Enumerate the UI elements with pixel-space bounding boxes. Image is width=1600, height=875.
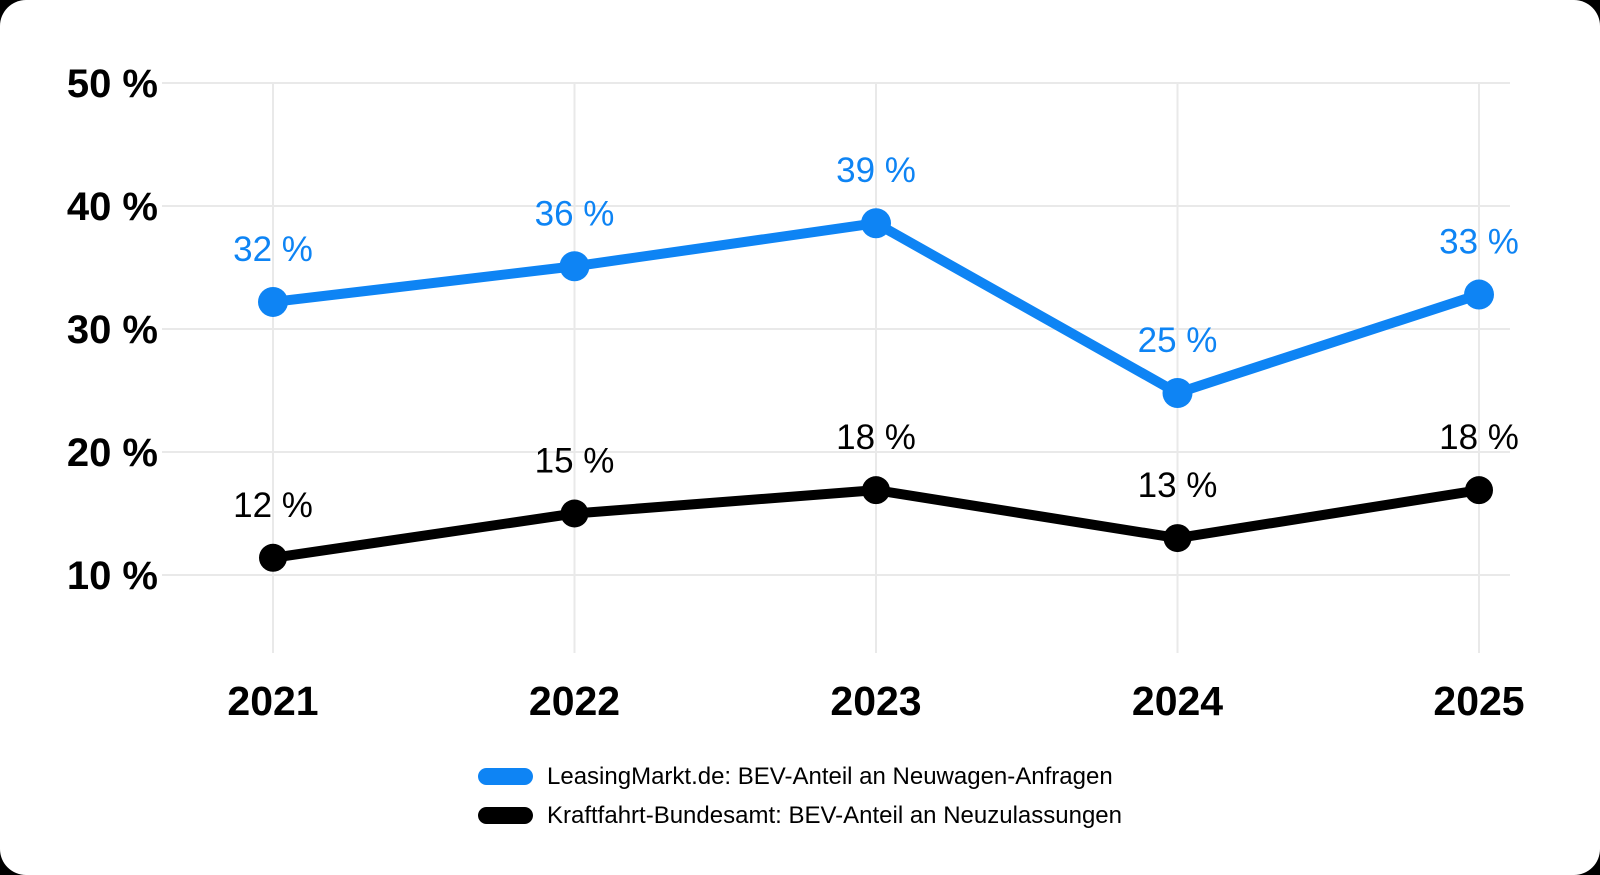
- data-point-label: 36 %: [535, 194, 615, 233]
- x-axis-label: 2025: [1433, 678, 1524, 724]
- x-axis-label: 2022: [529, 678, 620, 724]
- data-point: [1464, 279, 1494, 310]
- data-point: [259, 543, 287, 572]
- data-point-label: 39 %: [836, 151, 916, 190]
- legend-swatch: [478, 768, 533, 785]
- data-point-label: 32 %: [233, 230, 313, 269]
- y-axis-tick: 10 %: [67, 554, 158, 598]
- legend-label: Kraftfahrt-Bundesamt: BEV-Anteil an Neuz…: [547, 802, 1122, 829]
- data-point: [560, 499, 589, 528]
- legend-swatch: [478, 807, 533, 824]
- data-point: [1465, 476, 1493, 505]
- legend-item-0: LeasingMarkt.de: BEV-Anteil an Neuwagen-…: [478, 764, 1113, 789]
- y-axis-tick: 50 %: [67, 62, 158, 106]
- y-axis-tick: 40 %: [67, 185, 158, 229]
- data-point: [559, 251, 590, 282]
- legend-label: LeasingMarkt.de: BEV-Anteil an Neuwagen-…: [547, 763, 1113, 790]
- data-point-label: 33 %: [1439, 223, 1519, 262]
- x-axis-label: 2021: [227, 678, 318, 724]
- data-point-label: 13 %: [1138, 466, 1218, 505]
- data-point-label: 18 %: [1439, 418, 1519, 457]
- data-point-label: 18 %: [836, 418, 916, 457]
- y-axis-tick: 30 %: [67, 308, 158, 352]
- x-axis-label: 2024: [1132, 678, 1223, 724]
- y-axis-tick: 20 %: [67, 431, 158, 475]
- data-point: [862, 476, 890, 505]
- data-point: [861, 208, 891, 239]
- data-point: [258, 286, 288, 317]
- legend-item-1: Kraftfahrt-Bundesamt: BEV-Anteil an Neuz…: [478, 803, 1122, 828]
- data-point-label: 12 %: [233, 486, 313, 525]
- data-point: [1162, 377, 1193, 408]
- chart-legend: LeasingMarkt.de: BEV-Anteil an Neuwagen-…: [478, 764, 1122, 828]
- x-axis-label: 2023: [830, 678, 921, 724]
- data-point-label: 25 %: [1138, 321, 1218, 360]
- data-point: [1163, 524, 1192, 553]
- data-point-label: 15 %: [535, 442, 615, 481]
